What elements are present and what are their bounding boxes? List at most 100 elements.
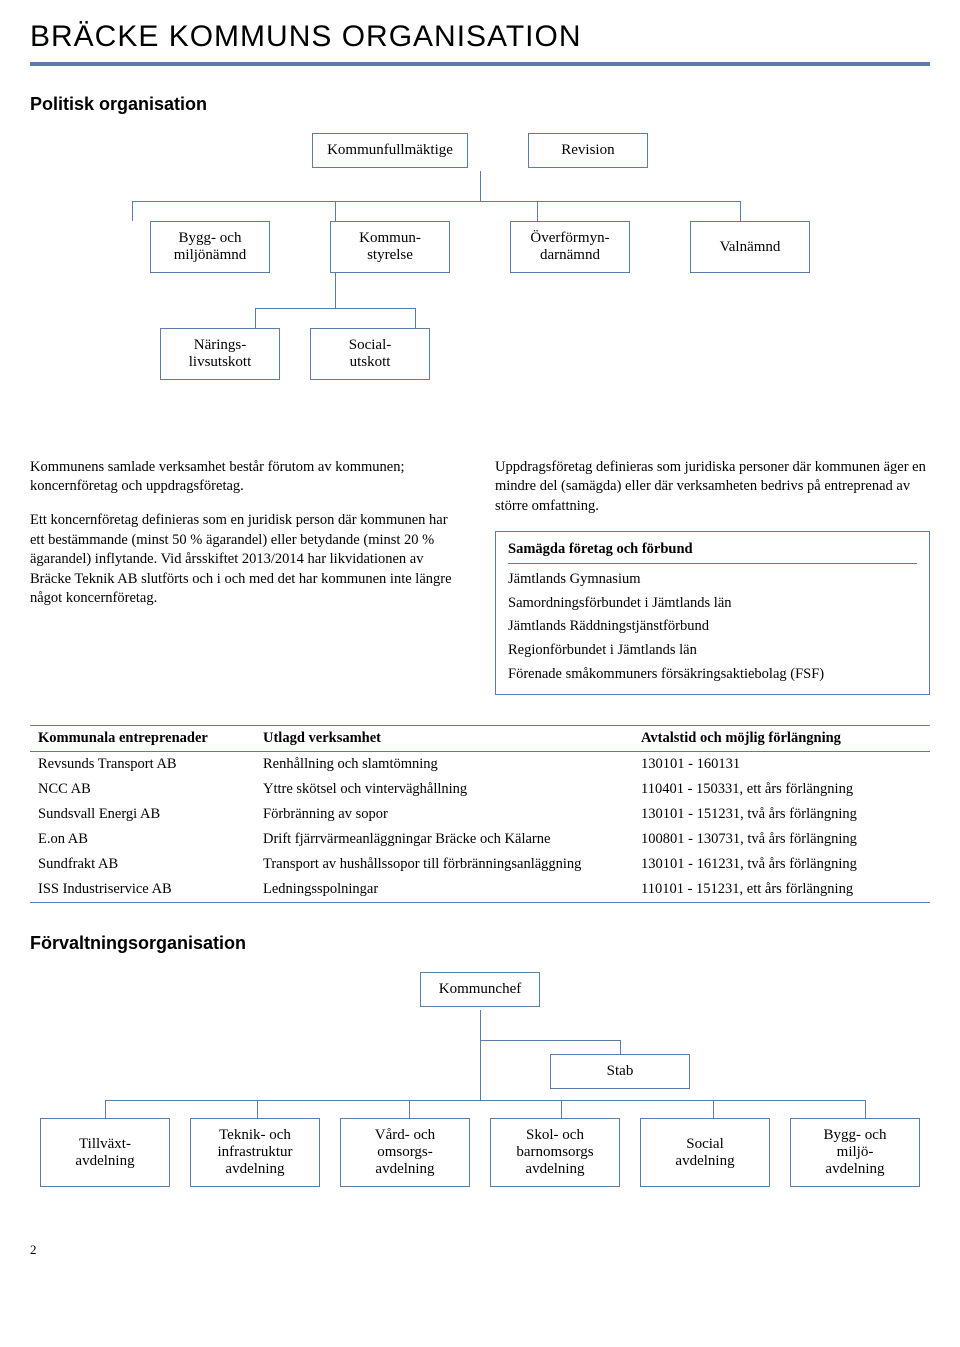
table-row: Sundfrakt ABTransport av hushållssopor t… [30, 852, 930, 877]
connector [480, 1040, 481, 1100]
connector [255, 308, 256, 328]
para: Ett koncernföretag definieras som en jur… [30, 511, 465, 609]
table-cell: Revsunds Transport AB [30, 752, 255, 778]
node-label: Kommun- styrelse [359, 230, 421, 264]
node-label: Överförmyn- darnämnd [530, 230, 609, 264]
node-label: Bygg- och miljö- avdelning [824, 1127, 887, 1178]
connector [132, 201, 133, 221]
title-underline [30, 62, 930, 66]
node-label: Tillväxt- avdelning [75, 1136, 134, 1170]
table-cell: 110401 - 150331, ett års förlängning [633, 777, 930, 802]
node-label: Kommunfullmäktige [327, 142, 453, 159]
admin-chart: Kommunchef Stab Tillväxt- avdelning Tekni… [30, 972, 930, 1212]
connector [480, 1010, 481, 1040]
table-cell: 130101 - 160131 [633, 752, 930, 778]
table-cell: Renhållning och slamtömning [255, 752, 633, 778]
joint-box-item: Förenade småkommuners försäkringsaktiebo… [508, 663, 917, 687]
section-admin-title: Förvaltningsorganisation [30, 933, 930, 954]
node-avdelning: Bygg- och miljö- avdelning [790, 1118, 920, 1187]
col-header: Kommunala entreprenader [30, 726, 255, 752]
col-header: Utlagd verksamhet [255, 726, 633, 752]
node-kommunstyrelse: Kommun- styrelse [330, 221, 450, 273]
table-row: Sundsvall Energi ABFörbränning av sopor1… [30, 802, 930, 827]
col-header: Avtalstid och möjlig förlängning [633, 726, 930, 752]
joint-box-item: Regionförbundet i Jämtlands län [508, 639, 917, 663]
connector [620, 1040, 621, 1054]
node-socialutskott: Social- utskott [310, 328, 430, 380]
node-kommunfullmaktige: Kommunfullmäktige [312, 133, 468, 168]
node-label: Teknik- och infrastruktur avdelning [218, 1127, 293, 1178]
table-row: Revsunds Transport ABRenhållning och sla… [30, 752, 930, 778]
connector [480, 171, 481, 201]
connector [409, 1100, 410, 1118]
joint-companies-box: Samägda företag och förbund Jämtlands Gy… [495, 531, 930, 695]
table-header-row: Kommunala entreprenader Utlagd verksamhe… [30, 726, 930, 752]
connector [105, 1100, 865, 1101]
node-label: Revision [561, 142, 614, 159]
para: Uppdragsföretag definieras som juridiska… [495, 458, 930, 517]
node-valnamnd: Valnämnd [690, 221, 810, 273]
node-label: Social- utskott [349, 337, 392, 371]
node-revision: Revision [528, 133, 648, 168]
node-naringslivsutskott: Närings- livsutskott [160, 328, 280, 380]
joint-box-item: Jämtlands Gymnasium [508, 568, 917, 592]
connector [335, 268, 336, 308]
table-cell: E.on AB [30, 827, 255, 852]
table-cell: Sundfrakt AB [30, 852, 255, 877]
node-avdelning: Social avdelning [640, 1118, 770, 1187]
section-political-title: Politisk organisation [30, 94, 930, 115]
connector [415, 308, 416, 328]
table-cell: 130101 - 151231, två års förlängning [633, 802, 930, 827]
table-cell: Drift fjärrvärmeanläggningar Bräcke och … [255, 827, 633, 852]
political-chart: Kommunfullmäktige Revision Bygg- och mil… [30, 133, 930, 413]
page-title: BRÄCKE KOMMUNS ORGANISATION [30, 20, 930, 54]
connector [480, 1040, 620, 1041]
joint-box-item: Jämtlands Räddningstjänstförbund [508, 615, 917, 639]
node-label: Bygg- och miljönämnd [174, 230, 247, 264]
connector [537, 201, 538, 221]
connector [865, 1100, 866, 1118]
table-cell: Förbränning av sopor [255, 802, 633, 827]
joint-box-item: Samordningsförbundet i Jämtlands län [508, 592, 917, 616]
node-avdelning: Vård- och omsorgs- avdelning [340, 1118, 470, 1187]
node-bygg-miljo: Bygg- och miljönämnd [150, 221, 270, 273]
entreprenader-table: Kommunala entreprenader Utlagd verksamhe… [30, 725, 930, 903]
body-col-left: Kommunens samlade verksamhet består föru… [30, 443, 465, 695]
connector [713, 1100, 714, 1118]
table-cell: 130101 - 161231, två års förlängning [633, 852, 930, 877]
table-cell: 110101 - 151231, ett års förlängning [633, 877, 930, 903]
table-cell: Ledningsspolningar [255, 877, 633, 903]
node-stab: Stab [550, 1054, 690, 1089]
table-cell: Transport av hushållssopor till förbränn… [255, 852, 633, 877]
connector [105, 1100, 106, 1118]
table-cell: NCC AB [30, 777, 255, 802]
table-cell: Sundsvall Energi AB [30, 802, 255, 827]
node-label: Kommunchef [439, 981, 521, 998]
table-row: E.on ABDrift fjärrvärmeanläggningar Bräc… [30, 827, 930, 852]
joint-box-title: Samägda företag och förbund [508, 540, 917, 565]
node-overformyndar: Överförmyn- darnämnd [510, 221, 630, 273]
node-label: Stab [607, 1063, 634, 1080]
para: Kommunens samlade verksamhet består föru… [30, 458, 465, 497]
connector [255, 308, 415, 309]
connector [561, 1100, 562, 1118]
node-label: Vård- och omsorgs- avdelning [375, 1127, 435, 1178]
page-number: 2 [30, 1242, 930, 1258]
node-label: Närings- livsutskott [189, 337, 252, 371]
node-kommunchef: Kommunchef [420, 972, 540, 1007]
node-avdelning: Skol- och barnomsorgs avdelning [490, 1118, 620, 1187]
table-cell: 100801 - 130731, två års förlängning [633, 827, 930, 852]
node-label: Skol- och barnomsorgs avdelning [516, 1127, 593, 1178]
connector [740, 201, 741, 221]
body-col-right: Uppdragsföretag definieras som juridiska… [495, 443, 930, 695]
connector [132, 201, 740, 202]
connector [257, 1100, 258, 1118]
node-avdelning: Teknik- och infrastruktur avdelning [190, 1118, 320, 1187]
table-cell: Yttre skötsel och vinterväghållning [255, 777, 633, 802]
node-label: Valnämnd [720, 239, 781, 256]
body-columns: Kommunens samlade verksamhet består föru… [30, 443, 930, 695]
table-row: ISS Industriservice ABLedningsspolningar… [30, 877, 930, 903]
node-avdelning: Tillväxt- avdelning [40, 1118, 170, 1187]
node-label: Social avdelning [675, 1136, 734, 1170]
table-row: NCC ABYttre skötsel och vinterväghållnin… [30, 777, 930, 802]
